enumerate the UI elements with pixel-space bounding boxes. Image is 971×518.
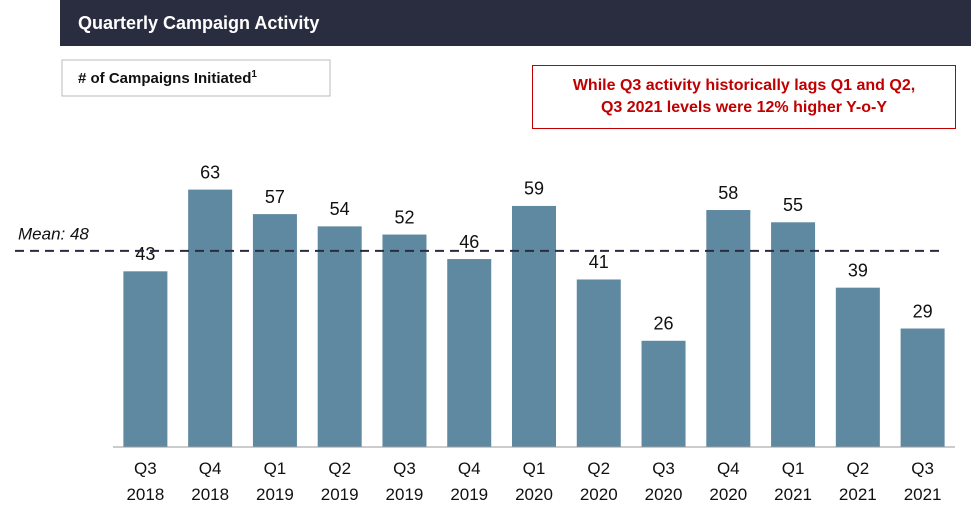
data-label: 43 xyxy=(135,244,155,264)
x-tick-label: Q1 2019 xyxy=(256,459,294,504)
x-tick-label: Q1 2020 xyxy=(515,459,553,504)
x-tick-line: Q2 xyxy=(328,459,351,478)
x-tick-line: 2019 xyxy=(450,485,488,504)
x-tick-line: 2020 xyxy=(709,485,747,504)
bar xyxy=(900,328,945,447)
bar xyxy=(641,340,686,447)
x-tick-label: Q2 2021 xyxy=(839,459,877,504)
x-tick-line: Q4 xyxy=(717,459,740,478)
header-bar xyxy=(60,0,971,46)
subtitle-box xyxy=(61,59,331,97)
x-tick-line: 2019 xyxy=(256,485,294,504)
bar xyxy=(382,234,427,447)
x-tick-line: 2019 xyxy=(321,485,359,504)
x-tick-line: 2020 xyxy=(580,485,618,504)
x-tick-label: Q4 2019 xyxy=(450,459,488,504)
data-label: 46 xyxy=(459,232,479,252)
x-tick-label: Q4 2020 xyxy=(709,459,747,504)
x-tick-line: Q3 xyxy=(911,459,934,478)
x-tick-line: Q2 xyxy=(847,459,870,478)
subtitle-text: # of Campaigns Initiated xyxy=(78,70,251,87)
bar xyxy=(835,287,880,447)
bar xyxy=(123,271,168,447)
x-tick-line: 2018 xyxy=(191,485,229,504)
x-tick-line: Q3 xyxy=(652,459,675,478)
x-tick-label: Q2 2020 xyxy=(580,459,618,504)
x-tick-label: Q1 2021 xyxy=(774,459,812,504)
x-tick-label: Q2 2019 xyxy=(321,459,359,504)
footnote-mark: 1 xyxy=(251,69,257,80)
bar xyxy=(317,226,362,447)
x-tick-line: 2021 xyxy=(774,485,812,504)
x-tick-line: 2021 xyxy=(904,485,942,504)
x-tick-line: Q1 xyxy=(264,459,287,478)
x-tick-line: Q4 xyxy=(458,459,481,478)
annotation: While Q3 activity historically lags Q1 a… xyxy=(532,65,956,129)
data-label: 26 xyxy=(654,314,674,334)
bar xyxy=(188,189,233,447)
x-tick-line: 2021 xyxy=(839,485,877,504)
bar xyxy=(447,259,492,447)
bar xyxy=(771,222,816,447)
chart-title: Quarterly Campaign Activity xyxy=(78,13,319,33)
x-tick-line: Q3 xyxy=(393,459,416,478)
bar xyxy=(252,214,297,447)
data-label: 55 xyxy=(783,195,803,215)
mean-label: Mean: 48 xyxy=(18,224,89,243)
data-label: 54 xyxy=(330,199,350,219)
data-label: 63 xyxy=(200,162,220,182)
bar xyxy=(706,210,751,447)
x-tick-line: 2020 xyxy=(515,485,553,504)
x-tick-line: Q3 xyxy=(134,459,157,478)
x-tick-label: Q3 2020 xyxy=(645,459,683,504)
x-tick-line: 2020 xyxy=(645,485,683,504)
data-label: 57 xyxy=(265,187,285,207)
x-tick-line: 2018 xyxy=(126,485,164,504)
x-tick-label: Q3 2018 xyxy=(126,459,164,504)
x-tick-line: 2019 xyxy=(386,485,424,504)
x-tick-label: Q3 2019 xyxy=(386,459,424,504)
x-tick-line: Q4 xyxy=(199,459,222,478)
bar xyxy=(576,279,621,447)
x-tick-line: Q1 xyxy=(523,459,546,478)
data-label: 59 xyxy=(524,179,544,199)
data-label: 52 xyxy=(394,207,414,227)
data-label: 39 xyxy=(848,260,868,280)
subtitle: # of Campaigns Initiated1 xyxy=(78,69,257,87)
x-tick-line: Q2 xyxy=(587,459,610,478)
data-label: 41 xyxy=(589,252,609,272)
bar xyxy=(512,205,556,447)
data-label: 58 xyxy=(718,183,738,203)
x-tick-line: Q1 xyxy=(782,459,805,478)
x-tick-label: Q3 2021 xyxy=(904,459,942,504)
data-label: 29 xyxy=(913,301,933,321)
x-tick-label: Q4 2018 xyxy=(191,459,229,504)
